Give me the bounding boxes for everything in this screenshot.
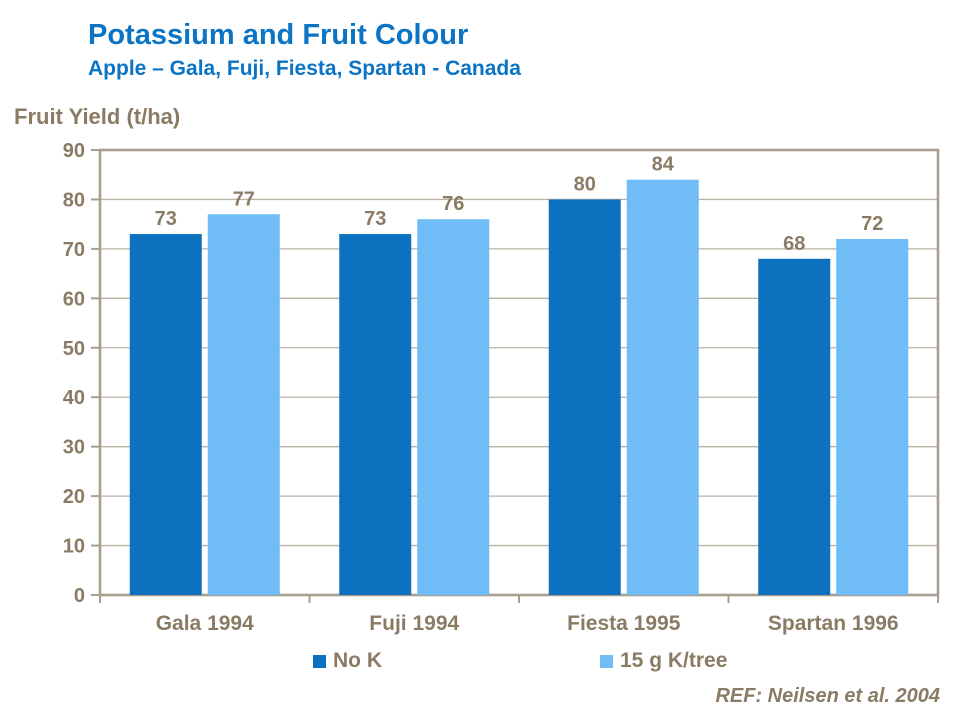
y-tick-label-90: 90 — [63, 140, 85, 162]
category-label-spartan-1996: Spartan 1996 — [768, 612, 899, 635]
bar-value-15-g-k-tree-fuji-1994: 76 — [442, 193, 464, 215]
bar-no-k-spartan-1996 — [758, 258, 831, 595]
y-tick-label-50: 50 — [63, 338, 85, 360]
bar-value-no-k-fiesta-1995: 80 — [574, 173, 596, 195]
chart-legend: No K 15 g K/tree — [0, 648, 960, 678]
bar-value-no-k-fuji-1994: 73 — [364, 208, 386, 230]
y-tick-label-60: 60 — [63, 288, 85, 310]
page-title: Potassium and Fruit Colour — [88, 19, 469, 51]
category-label-fuji-1994: Fuji 1994 — [369, 612, 459, 635]
legend-label-no-k: No K — [333, 649, 382, 672]
y-tick-label-70: 70 — [63, 239, 85, 261]
bar-no-k-gala-1994 — [129, 234, 202, 596]
reference-text: REF: Neilsen et al. 2004 — [715, 685, 940, 707]
y-tick-label-40: 40 — [63, 387, 85, 409]
legend-swatch-15-g-k-tree — [600, 654, 613, 668]
y-tick-label-80: 80 — [63, 189, 85, 211]
bar-15-g-k-tree-gala-1994 — [207, 214, 280, 595]
y-tick-label-30: 30 — [63, 437, 85, 459]
category-label-gala-1994: Gala 1994 — [156, 612, 254, 635]
bar-value-15-g-k-tree-fiesta-1995: 84 — [652, 154, 675, 176]
legend-item-15-g-k-tree: 15 g K/tree — [600, 648, 727, 674]
legend-label-15-g-k-tree: 15 g K/tree — [620, 649, 728, 672]
y-axis-title: Fruit Yield (t/ha) — [14, 104, 181, 129]
y-tick-label-10: 10 — [63, 536, 85, 558]
category-label-fiesta-1995: Fiesta 1995 — [567, 612, 681, 635]
bar-value-15-g-k-tree-gala-1994: 77 — [233, 188, 255, 210]
bar-value-no-k-spartan-1996: 68 — [783, 233, 805, 255]
legend-item-no-k: No K — [313, 648, 382, 674]
bar-no-k-fuji-1994 — [339, 234, 412, 596]
bar-value-no-k-gala-1994: 73 — [155, 208, 177, 230]
bar-15-g-k-tree-fuji-1994 — [417, 219, 490, 595]
y-tick-label-0: 0 — [74, 585, 85, 607]
bar-no-k-fiesta-1995 — [548, 199, 621, 595]
bar-15-g-k-tree-spartan-1996 — [836, 239, 909, 595]
legend-swatch-no-k — [313, 654, 326, 668]
y-tick-label-20: 20 — [63, 486, 85, 508]
bar-value-15-g-k-tree-spartan-1996: 72 — [861, 213, 883, 235]
bar-15-g-k-tree-fiesta-1995 — [626, 179, 699, 595]
page-subtitle: Apple – Gala, Fuji, Fiesta, Spartan - Ca… — [88, 57, 521, 80]
